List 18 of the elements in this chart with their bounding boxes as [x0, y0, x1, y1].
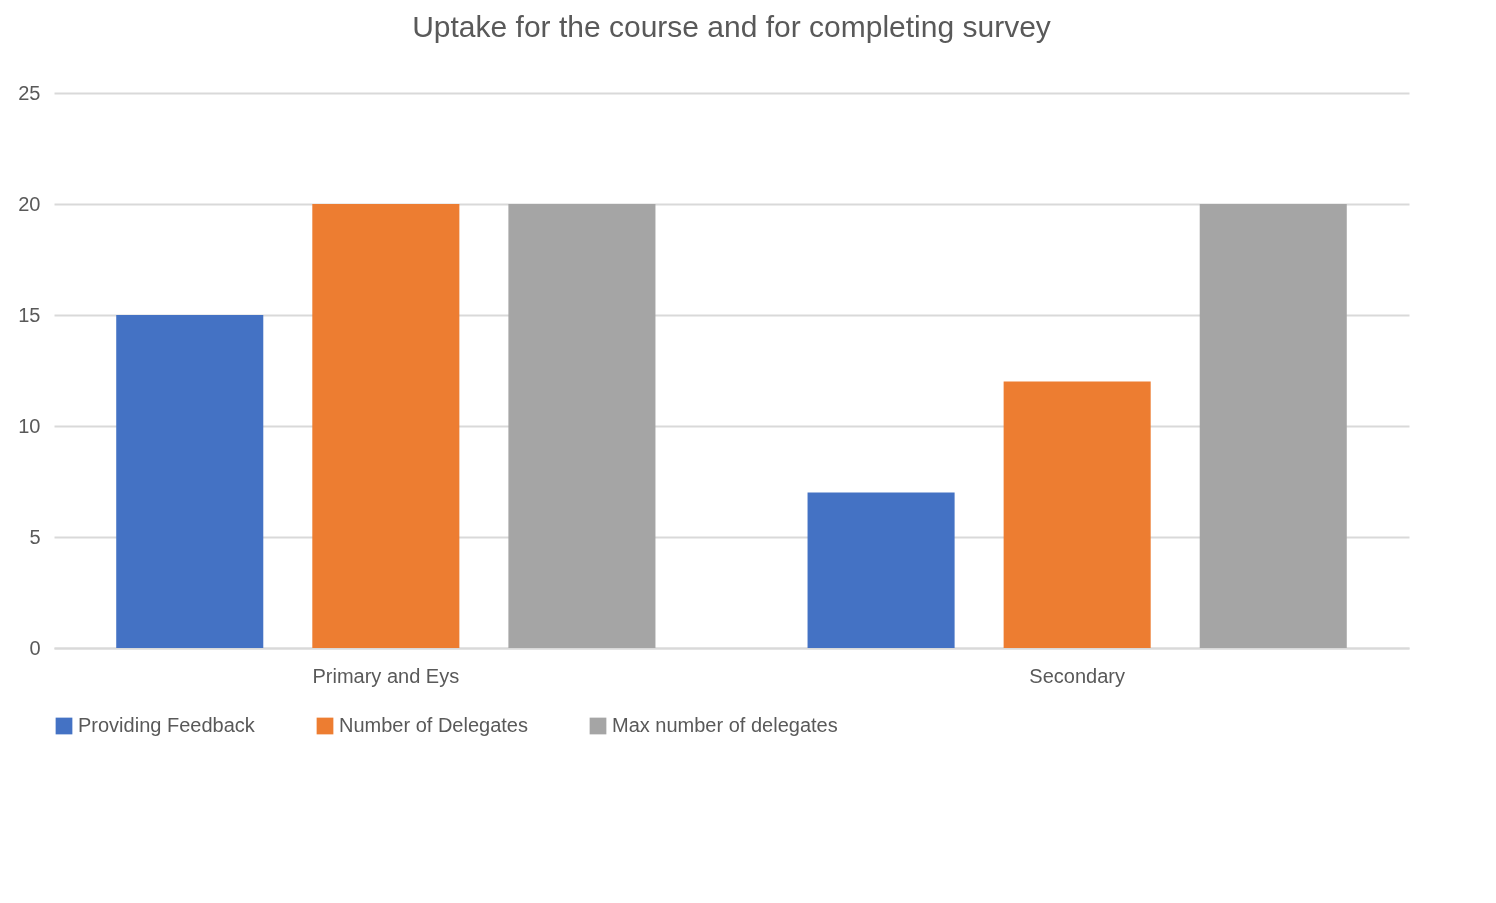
y-tick-label: 25 [18, 81, 41, 104]
x-tick-label: Primary and Eys [312, 664, 460, 687]
y-tick-label: 20 [18, 192, 41, 215]
bar [807, 492, 955, 648]
legend-label: Number of Delegates [339, 714, 528, 736]
bar [116, 315, 264, 648]
bar [1003, 381, 1151, 648]
legend-label: Providing Feedback [78, 714, 256, 736]
y-tick-label: 0 [29, 636, 41, 659]
bar [312, 204, 460, 648]
legend-label: Max number of delegates [612, 714, 838, 736]
y-tick-label: 10 [18, 414, 41, 437]
y-tick-label: 15 [18, 303, 41, 326]
bar [508, 204, 656, 648]
bar [1199, 204, 1347, 648]
y-tick-label: 5 [29, 525, 41, 548]
x-tick-label: Secondary [1029, 664, 1125, 687]
chart-title: Uptake for the course and for completing survey [412, 10, 1051, 43]
